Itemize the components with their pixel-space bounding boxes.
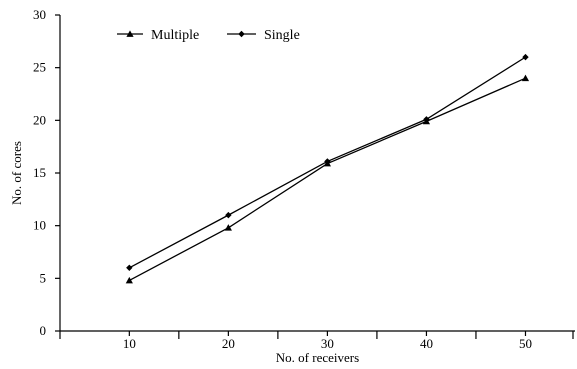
series-multiple (125, 74, 530, 284)
legend: Multiple Single (117, 28, 300, 43)
x-tick-label: 50 (519, 336, 532, 351)
data-point-single (423, 116, 430, 123)
y-tick-label: 0 (40, 323, 47, 338)
y-tick-label: 15 (33, 165, 46, 180)
series-single (126, 53, 529, 271)
y-tick-label: 5 (40, 270, 47, 285)
y-tick-label: 10 (33, 218, 46, 233)
y-tick-label: 20 (33, 112, 46, 127)
data-point-multiple (521, 74, 530, 82)
legend-item-single: Single (227, 28, 300, 43)
legend-label-multiple: Multiple (151, 28, 199, 43)
y-tick-label: 25 (33, 60, 46, 75)
series-line-multiple (129, 77, 526, 282)
legend-marker-multiple (126, 30, 134, 37)
legend-marker-single (238, 30, 245, 38)
x-tick-label: 20 (222, 336, 235, 351)
data-point-single (126, 264, 133, 271)
x-tick-label: 30 (321, 336, 334, 351)
axes: 0 5 10 15 20 25 30 10 20 30 40 50 (33, 7, 575, 351)
data-point-multiple (224, 224, 232, 231)
data-point-multiple (125, 276, 133, 284)
data-point-single (324, 158, 331, 165)
x-axis-title: No. of receivers (276, 350, 359, 365)
data-point-single (522, 53, 529, 61)
legend-item-multiple: Multiple (117, 28, 199, 43)
series-layer (125, 53, 530, 284)
y-axis-title: No. of cores (9, 141, 24, 205)
y-tick-label: 30 (33, 7, 46, 22)
x-tick-label: 40 (420, 336, 433, 351)
x-tick-label: 10 (123, 336, 136, 351)
data-point-single (225, 211, 232, 219)
legend-label-single: Single (264, 28, 300, 43)
